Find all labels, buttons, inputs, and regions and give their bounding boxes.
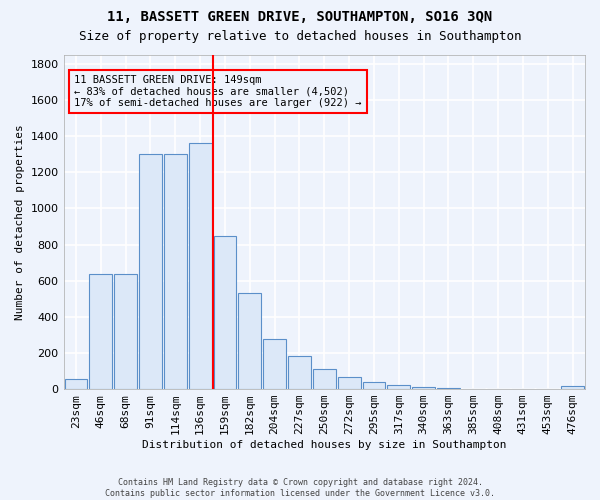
Y-axis label: Number of detached properties: Number of detached properties [15, 124, 25, 320]
Bar [263, 338, 286, 389]
Bar [388, 386, 410, 389]
Bar [89, 274, 112, 389]
Bar [362, 382, 385, 389]
Bar [139, 154, 162, 389]
Text: 11 BASSETT GREEN DRIVE: 149sqm
← 83% of detached houses are smaller (4,502)
17% : 11 BASSETT GREEN DRIVE: 149sqm ← 83% of … [74, 75, 361, 108]
Bar [487, 388, 509, 389]
Bar [114, 274, 137, 389]
Bar [462, 388, 485, 389]
Text: Size of property relative to detached houses in Southampton: Size of property relative to detached ho… [79, 30, 521, 43]
Bar [338, 378, 361, 389]
Bar [188, 144, 212, 389]
X-axis label: Distribution of detached houses by size in Southampton: Distribution of detached houses by size … [142, 440, 506, 450]
Bar [238, 294, 261, 389]
Bar [437, 388, 460, 389]
Bar [561, 386, 584, 389]
Text: Contains HM Land Registry data © Crown copyright and database right 2024.
Contai: Contains HM Land Registry data © Crown c… [105, 478, 495, 498]
Bar [214, 236, 236, 389]
Bar [164, 154, 187, 389]
Bar [313, 369, 335, 389]
Bar [65, 379, 88, 389]
Bar [412, 388, 435, 389]
Text: 11, BASSETT GREEN DRIVE, SOUTHAMPTON, SO16 3QN: 11, BASSETT GREEN DRIVE, SOUTHAMPTON, SO… [107, 10, 493, 24]
Bar [288, 356, 311, 389]
